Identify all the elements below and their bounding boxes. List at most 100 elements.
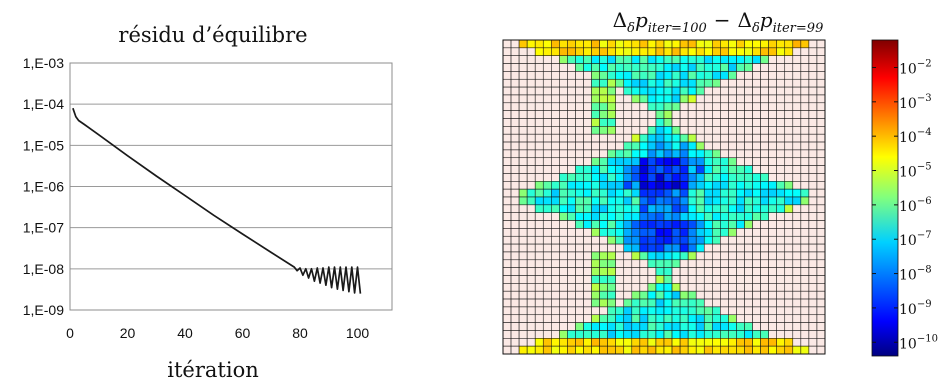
- heatmap-cell: [631, 275, 641, 284]
- heatmap-cell: [663, 275, 673, 284]
- heatmap-cell: [776, 330, 786, 339]
- heatmap-cell: [663, 181, 673, 190]
- heatmap-cell: [583, 71, 592, 80]
- heatmap-cell: [655, 228, 665, 237]
- heatmap-cell: [776, 149, 786, 159]
- heatmap-cell: [760, 71, 769, 80]
- heatmap-cell: [784, 306, 794, 316]
- heatmap-cell: [551, 63, 560, 72]
- heatmap-cell: [768, 157, 777, 166]
- heatmap-cell: [559, 322, 568, 331]
- heatmap-cell: [728, 228, 737, 237]
- heatmap-cell: [816, 283, 826, 292]
- heatmap-cell: [623, 283, 633, 292]
- heatmap-cell: [720, 267, 729, 276]
- heatmap-cell: [663, 220, 673, 229]
- heatmap-cell: [808, 251, 818, 261]
- heatmap-cell: [542, 94, 552, 104]
- heatmap-cell: [647, 251, 657, 261]
- heatmap-cell: [591, 71, 600, 80]
- heatmap-cell: [510, 78, 520, 88]
- heatmap-cell: [639, 149, 649, 159]
- heatmap-cell: [695, 102, 705, 111]
- heatmap-cell: [502, 212, 512, 221]
- colorbar-tick-label: 10−8: [899, 265, 932, 284]
- heatmap-cell: [687, 126, 697, 135]
- heatmap-cell: [744, 165, 753, 174]
- heatmap-cell: [631, 165, 641, 174]
- heatmap-cell: [760, 133, 769, 143]
- heatmap-cell: [687, 110, 697, 119]
- heatmap-cell: [712, 181, 721, 190]
- heatmap-cell: [559, 220, 568, 229]
- heatmap-cell: [800, 322, 810, 331]
- heatmap-cell: [631, 55, 641, 64]
- heatmap-cell: [792, 157, 802, 166]
- heatmap-frame: [502, 39, 826, 355]
- heatmap-cell: [599, 306, 608, 316]
- heatmap-cell: [687, 102, 697, 111]
- heatmap-cell: [679, 39, 689, 49]
- heatmap-cell: [712, 55, 721, 64]
- heatmap-cell: [591, 345, 600, 355]
- heatmap-cell: [607, 298, 616, 308]
- heatmap-cell: [695, 314, 705, 323]
- heatmap-cell: [679, 94, 689, 104]
- heatmap-cell: [744, 251, 753, 261]
- heatmap-cell: [671, 165, 681, 174]
- heatmap-cell: [615, 267, 625, 276]
- heatmap-cell: [800, 39, 810, 49]
- heatmap-cell: [647, 275, 657, 284]
- heatmap-cell: [800, 235, 810, 245]
- heatmap-cell: [575, 118, 584, 127]
- heatmap-cell: [712, 204, 721, 213]
- heatmap-cell: [744, 55, 753, 64]
- heatmap-cell: [655, 306, 665, 316]
- heatmap-cell: [728, 173, 737, 182]
- heatmap-cell: [744, 133, 753, 143]
- heatmap-cell: [671, 345, 681, 355]
- heatmap-cell: [703, 338, 713, 347]
- heatmap-cell: [679, 283, 689, 292]
- heatmap-cell: [712, 141, 721, 151]
- heatmap-cell: [752, 110, 761, 119]
- heatmap-cell: [752, 133, 761, 143]
- heatmap-cell: [631, 212, 641, 221]
- heatmap-cell: [647, 314, 657, 323]
- heatmap-cell: [736, 228, 745, 237]
- heatmap-cell: [583, 173, 592, 182]
- heatmap-cell: [768, 102, 777, 111]
- heatmap-cell: [792, 181, 802, 190]
- heatmap-cell: [808, 235, 818, 245]
- heatmap-cell: [575, 165, 584, 174]
- heatmap-cell: [583, 338, 592, 347]
- heatmap-cell: [760, 290, 769, 300]
- heatmap-cell: [607, 314, 616, 323]
- heatmap-cell: [752, 181, 761, 190]
- heatmap-cell: [663, 298, 673, 308]
- heatmap-cell: [534, 228, 544, 237]
- heatmap-cell: [567, 275, 576, 284]
- heatmap-cell: [792, 55, 802, 64]
- heatmap-cell: [647, 322, 657, 331]
- left-y-tick-label: 1,E-06: [23, 179, 64, 195]
- heatmap-cell: [671, 126, 681, 135]
- heatmap-cell: [599, 55, 608, 64]
- heatmap-cell: [607, 141, 616, 151]
- colorbar-tick-label: 10−3: [899, 93, 932, 112]
- title-sub-delta-2: δ: [752, 21, 760, 36]
- heatmap-cell: [591, 228, 600, 237]
- heatmap-cell: [534, 283, 544, 292]
- heatmap-cell: [575, 149, 584, 159]
- heatmap-cell: [639, 102, 649, 111]
- heatmap-cell: [792, 133, 802, 143]
- heatmap-cell: [712, 149, 721, 159]
- heatmap-cell: [575, 47, 584, 56]
- heatmap-cell: [736, 251, 745, 261]
- heatmap-cell: [631, 259, 641, 268]
- heatmap-cell: [551, 149, 560, 159]
- heatmap-cell: [615, 220, 625, 229]
- heatmap-cell: [559, 251, 568, 261]
- heatmap-cell: [526, 157, 536, 166]
